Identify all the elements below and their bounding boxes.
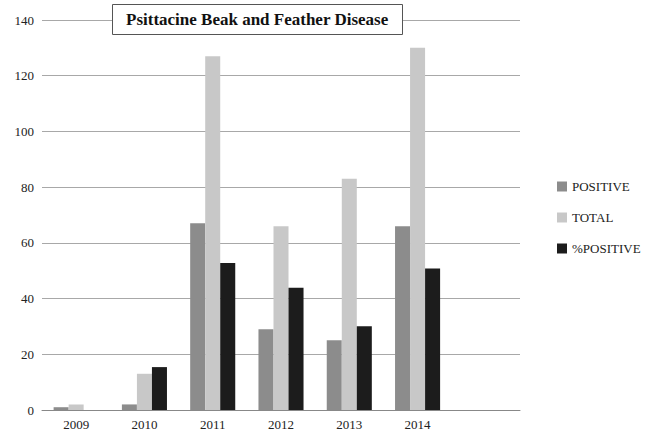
svg-text:20: 20	[21, 347, 34, 362]
svg-text:2009: 2009	[63, 417, 89, 432]
svg-text:2012: 2012	[268, 417, 294, 432]
svg-text:120: 120	[15, 68, 35, 83]
svg-text:2014: 2014	[405, 417, 432, 432]
svg-text:%POSITIVE: %POSITIVE	[572, 241, 641, 256]
svg-text:TOTAL: TOTAL	[572, 210, 613, 225]
svg-text:40: 40	[21, 291, 34, 306]
svg-text:100: 100	[15, 124, 35, 139]
svg-text:80: 80	[21, 180, 34, 195]
svg-text:140: 140	[15, 13, 35, 28]
svg-text:60: 60	[21, 235, 34, 250]
svg-text:2011: 2011	[200, 417, 226, 432]
svg-text:2010: 2010	[131, 417, 157, 432]
svg-text:0: 0	[28, 403, 35, 418]
svg-text:Psittacine Beak and Feather Di: Psittacine Beak and Feather Disease	[126, 10, 389, 29]
svg-text:POSITIVE: POSITIVE	[572, 179, 630, 194]
svg-text:2013: 2013	[336, 417, 362, 432]
